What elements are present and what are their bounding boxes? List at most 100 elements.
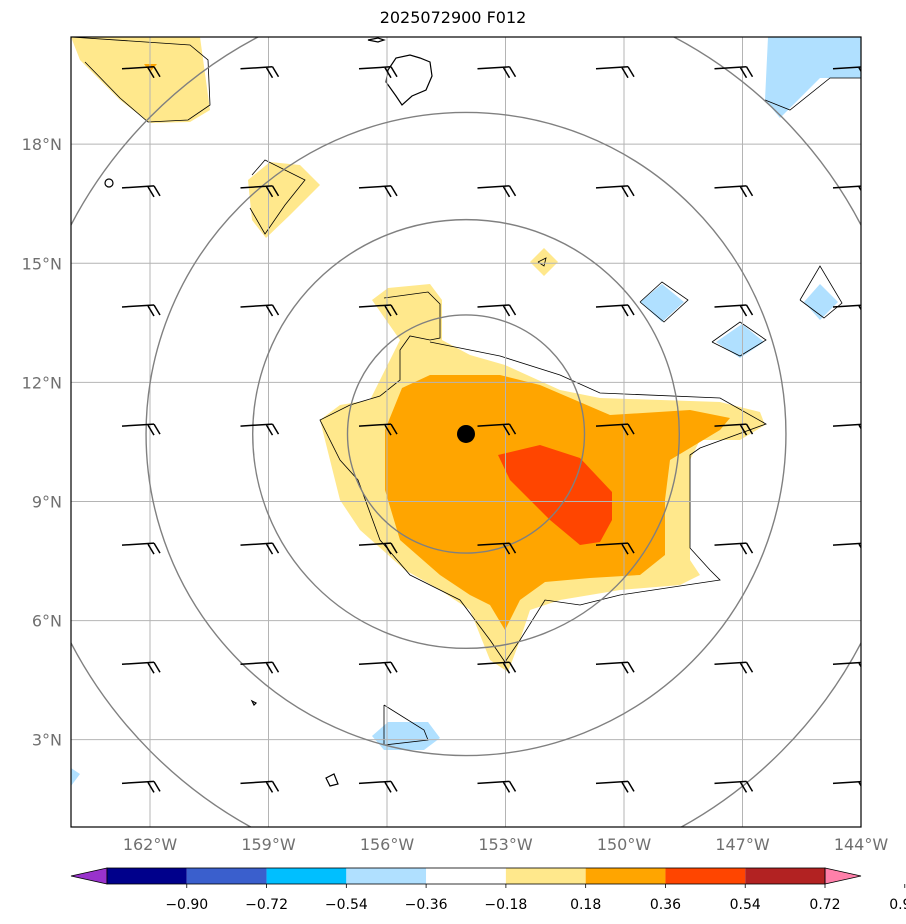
contour-top-right	[764, 77, 861, 111]
shade-region-pos-small	[530, 248, 558, 276]
lon-tick-label: 144°W	[834, 835, 889, 854]
coast-island-1	[104, 178, 114, 188]
plot-frame	[70, 36, 862, 828]
coastlines	[104, 37, 433, 787]
wind-barb	[477, 542, 517, 555]
contour-upper	[249, 159, 306, 235]
wind-barb	[714, 66, 754, 79]
colorbar-extend-low	[70, 867, 108, 885]
wind-barb	[595, 542, 635, 555]
shaded-field	[71, 37, 861, 786]
shade-region-pos-top-left	[71, 37, 210, 123]
wind-barb	[477, 304, 517, 317]
wind-barb	[595, 780, 635, 793]
range-ring	[145, 111, 787, 757]
contour-small-2	[711, 321, 767, 357]
wind-barb	[240, 780, 280, 793]
wind-barb	[832, 423, 861, 430]
wind-barb	[121, 542, 161, 555]
wind-barb	[121, 661, 161, 674]
colorbar-swatch	[665, 868, 746, 884]
wind-barb	[832, 185, 861, 192]
shade-region-neg-top-right	[765, 37, 861, 118]
wind-barb	[121, 185, 161, 198]
wind-barb	[121, 66, 161, 79]
wind-barb	[477, 423, 517, 436]
wind-barb	[121, 304, 161, 317]
range-ring	[346, 314, 586, 554]
wind-barb	[714, 780, 754, 793]
colorbar-extend-high	[824, 867, 862, 885]
range-ring	[251, 218, 681, 650]
map-title: 2025072900 F012	[379, 8, 527, 27]
wind-barb	[358, 542, 398, 555]
wind-barb	[240, 304, 280, 317]
contour-small-3	[799, 265, 843, 319]
wind-barb	[477, 185, 517, 198]
wind-barb	[240, 661, 280, 674]
lon-tick-label: 153°W	[478, 835, 533, 854]
colorbar-tick-label: −0.72	[245, 897, 288, 913]
colorbar-tick-label: 0.18	[570, 897, 601, 913]
colorbar-tick-label: −0.36	[405, 897, 448, 913]
wind-barb	[240, 423, 280, 436]
wind-barb	[477, 66, 517, 79]
colorbar-tick-label: 0.72	[809, 897, 840, 913]
wind-barb	[477, 661, 517, 674]
colorbar-tick-label: −0.18	[484, 897, 527, 913]
lat-tick-label: 3°N	[32, 731, 62, 750]
wind-barb	[832, 66, 861, 73]
wind-barb	[714, 185, 754, 198]
wind-barb	[358, 66, 398, 79]
contour-tiny	[537, 257, 547, 267]
wind-barb	[595, 66, 635, 79]
wind-barb	[832, 661, 861, 669]
lon-tick-label: 147°W	[715, 835, 770, 854]
lat-tick-label: 12°N	[22, 373, 62, 392]
contour-small-1	[639, 281, 689, 323]
coast-hawaii	[385, 54, 433, 106]
wind-barb	[714, 661, 754, 674]
contour-top-left	[71, 37, 211, 123]
colorbar-swatch	[186, 868, 267, 884]
wind-barb	[595, 661, 635, 674]
wind-barb	[240, 185, 280, 198]
colorbar-tick-label: −0.54	[325, 897, 368, 913]
coast-island-2	[250, 699, 258, 707]
wind-barb	[595, 185, 635, 198]
wind-barb	[595, 423, 635, 436]
wind-barb	[358, 780, 398, 793]
wind-barb	[832, 304, 861, 311]
wind-barb	[832, 542, 861, 549]
colorbar-swatch	[107, 868, 187, 884]
wind-barbs	[121, 66, 861, 793]
wind-barb	[240, 542, 280, 555]
shade-region-pos-upper	[248, 162, 320, 238]
colorbar-tick-label: −0.90	[165, 897, 208, 913]
colorbar: −0.90 −0.72 −0.54 −0.36 −0.18 0.18 0.36 0.54 0.7…	[70, 867, 906, 913]
lon-tick-label: 162°W	[123, 835, 178, 854]
shade-region-neg-small-1	[640, 284, 684, 322]
wind-barb	[358, 661, 398, 674]
colorbar-swatch	[585, 868, 666, 884]
coast-maui	[367, 37, 386, 43]
storm-center-marker	[457, 424, 475, 443]
lon-tick-label: 150°W	[597, 835, 652, 854]
wind-barb	[477, 780, 517, 793]
wind-barb	[595, 304, 635, 317]
colorbar-swatch	[745, 868, 825, 884]
wind-barb	[358, 185, 398, 198]
shade-region-neg-small-2	[716, 324, 764, 358]
colorbar-tick-label: 0.54	[730, 897, 761, 913]
range-rings	[71, 37, 861, 827]
colorbar-swatch	[505, 868, 586, 884]
lon-axis: 162°W 159°W 156°W 153°W 150°W 147°W 144°W	[123, 835, 889, 854]
lat-tick-label: 15°N	[22, 254, 62, 273]
shade-region-neg-left-edge	[71, 768, 80, 786]
lat-tick-label: 18°N	[22, 135, 62, 154]
lat-tick-label: 6°N	[32, 612, 62, 631]
lon-tick-label: 159°W	[241, 835, 296, 854]
wind-barb	[121, 423, 161, 436]
gridlines	[71, 37, 861, 827]
